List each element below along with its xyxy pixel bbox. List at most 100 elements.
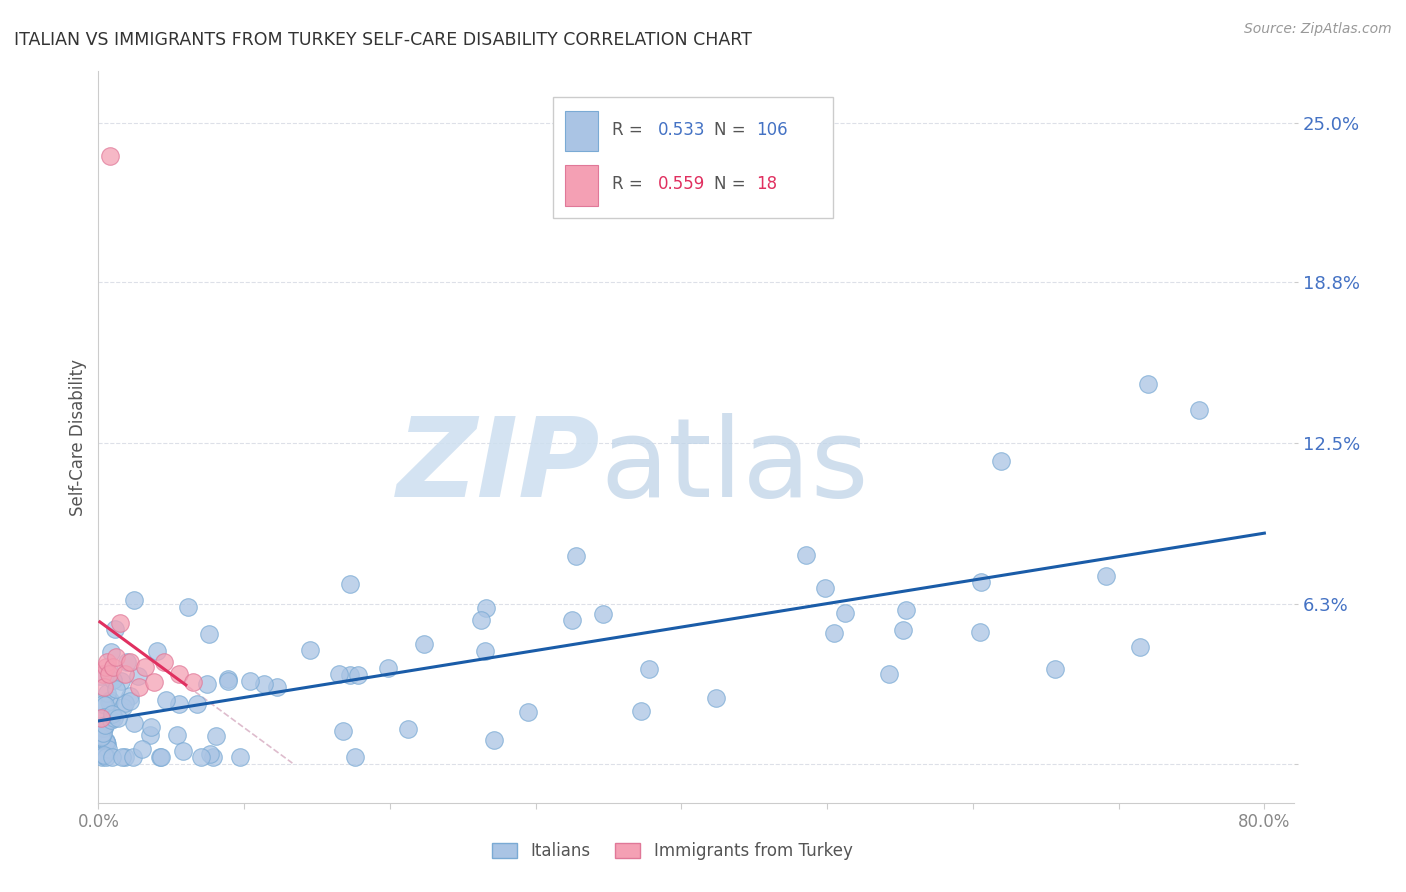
FancyBboxPatch shape <box>553 97 834 218</box>
Point <box>120 655 142 669</box>
Point <box>128 681 150 695</box>
Point <box>104 622 127 636</box>
Point <box>96 686 118 700</box>
Point <box>561 613 583 627</box>
Point <box>253 677 276 691</box>
Point <box>89 668 111 682</box>
Point <box>516 705 538 719</box>
Point <box>138 729 160 743</box>
Point <box>205 729 228 743</box>
Point <box>190 749 212 764</box>
Point <box>266 680 288 694</box>
Point <box>100 645 122 659</box>
Point <box>1136 377 1159 392</box>
Text: 0.559: 0.559 <box>658 175 704 193</box>
Point <box>90 749 112 764</box>
Point <box>107 710 129 724</box>
Point <box>91 726 114 740</box>
FancyBboxPatch shape <box>565 165 598 205</box>
Point <box>90 711 112 725</box>
Point <box>120 693 142 707</box>
Text: atlas: atlas <box>600 413 869 520</box>
Point <box>166 728 188 742</box>
Point <box>990 454 1012 468</box>
Text: 18: 18 <box>756 175 778 193</box>
Point <box>103 710 125 724</box>
Point <box>101 749 124 764</box>
Point <box>94 734 117 748</box>
Point <box>94 749 117 764</box>
Point <box>134 660 156 674</box>
Point <box>115 655 138 669</box>
Text: ZIP: ZIP <box>396 413 600 520</box>
Point <box>94 698 117 713</box>
Point <box>93 681 115 695</box>
Point <box>177 599 200 614</box>
Point <box>93 721 115 735</box>
Point <box>474 643 496 657</box>
Point <box>339 577 361 591</box>
Text: 0.533: 0.533 <box>658 120 706 138</box>
Point <box>111 700 134 714</box>
Point <box>396 722 419 736</box>
Point <box>155 693 177 707</box>
Point <box>111 749 134 764</box>
Point <box>217 672 239 686</box>
Point <box>122 715 145 730</box>
Point <box>1188 403 1211 417</box>
Point <box>101 660 124 674</box>
Point <box>239 674 262 689</box>
Point <box>332 723 354 738</box>
Point <box>100 706 122 721</box>
Point <box>93 710 115 724</box>
FancyBboxPatch shape <box>565 111 598 152</box>
Point <box>217 674 239 689</box>
Point <box>704 690 727 705</box>
Point <box>377 661 399 675</box>
Point <box>90 726 112 740</box>
Point <box>1045 662 1067 676</box>
Point <box>101 673 124 687</box>
Text: 106: 106 <box>756 120 787 138</box>
Point <box>879 666 901 681</box>
Point <box>110 673 132 688</box>
Point <box>114 749 136 764</box>
Point <box>139 720 162 734</box>
Point <box>131 742 153 756</box>
Point <box>149 749 172 764</box>
Point <box>1129 640 1152 655</box>
Point <box>98 665 121 679</box>
Point <box>167 667 190 681</box>
Point <box>197 627 219 641</box>
Point <box>298 642 321 657</box>
Point <box>121 749 143 764</box>
Point <box>794 548 817 562</box>
Point <box>127 669 149 683</box>
Point <box>891 624 914 638</box>
Point <box>630 704 652 718</box>
Point <box>96 655 118 669</box>
Point <box>94 660 117 674</box>
Point <box>90 730 112 744</box>
Point <box>91 722 114 736</box>
Point <box>110 616 132 631</box>
Point <box>201 749 224 764</box>
Point <box>105 681 128 696</box>
Point <box>114 667 136 681</box>
Point <box>969 625 991 640</box>
Point <box>97 742 120 756</box>
Point <box>91 697 114 711</box>
Point <box>167 698 190 712</box>
Point <box>470 613 492 627</box>
Point <box>97 667 120 681</box>
Point <box>153 655 176 669</box>
Point <box>475 601 498 615</box>
Point <box>484 733 506 747</box>
Point <box>96 737 118 751</box>
Point <box>592 607 614 621</box>
Point <box>344 749 367 764</box>
Point <box>89 719 111 733</box>
Point <box>114 696 136 710</box>
Point <box>834 607 856 621</box>
Point <box>564 549 586 564</box>
